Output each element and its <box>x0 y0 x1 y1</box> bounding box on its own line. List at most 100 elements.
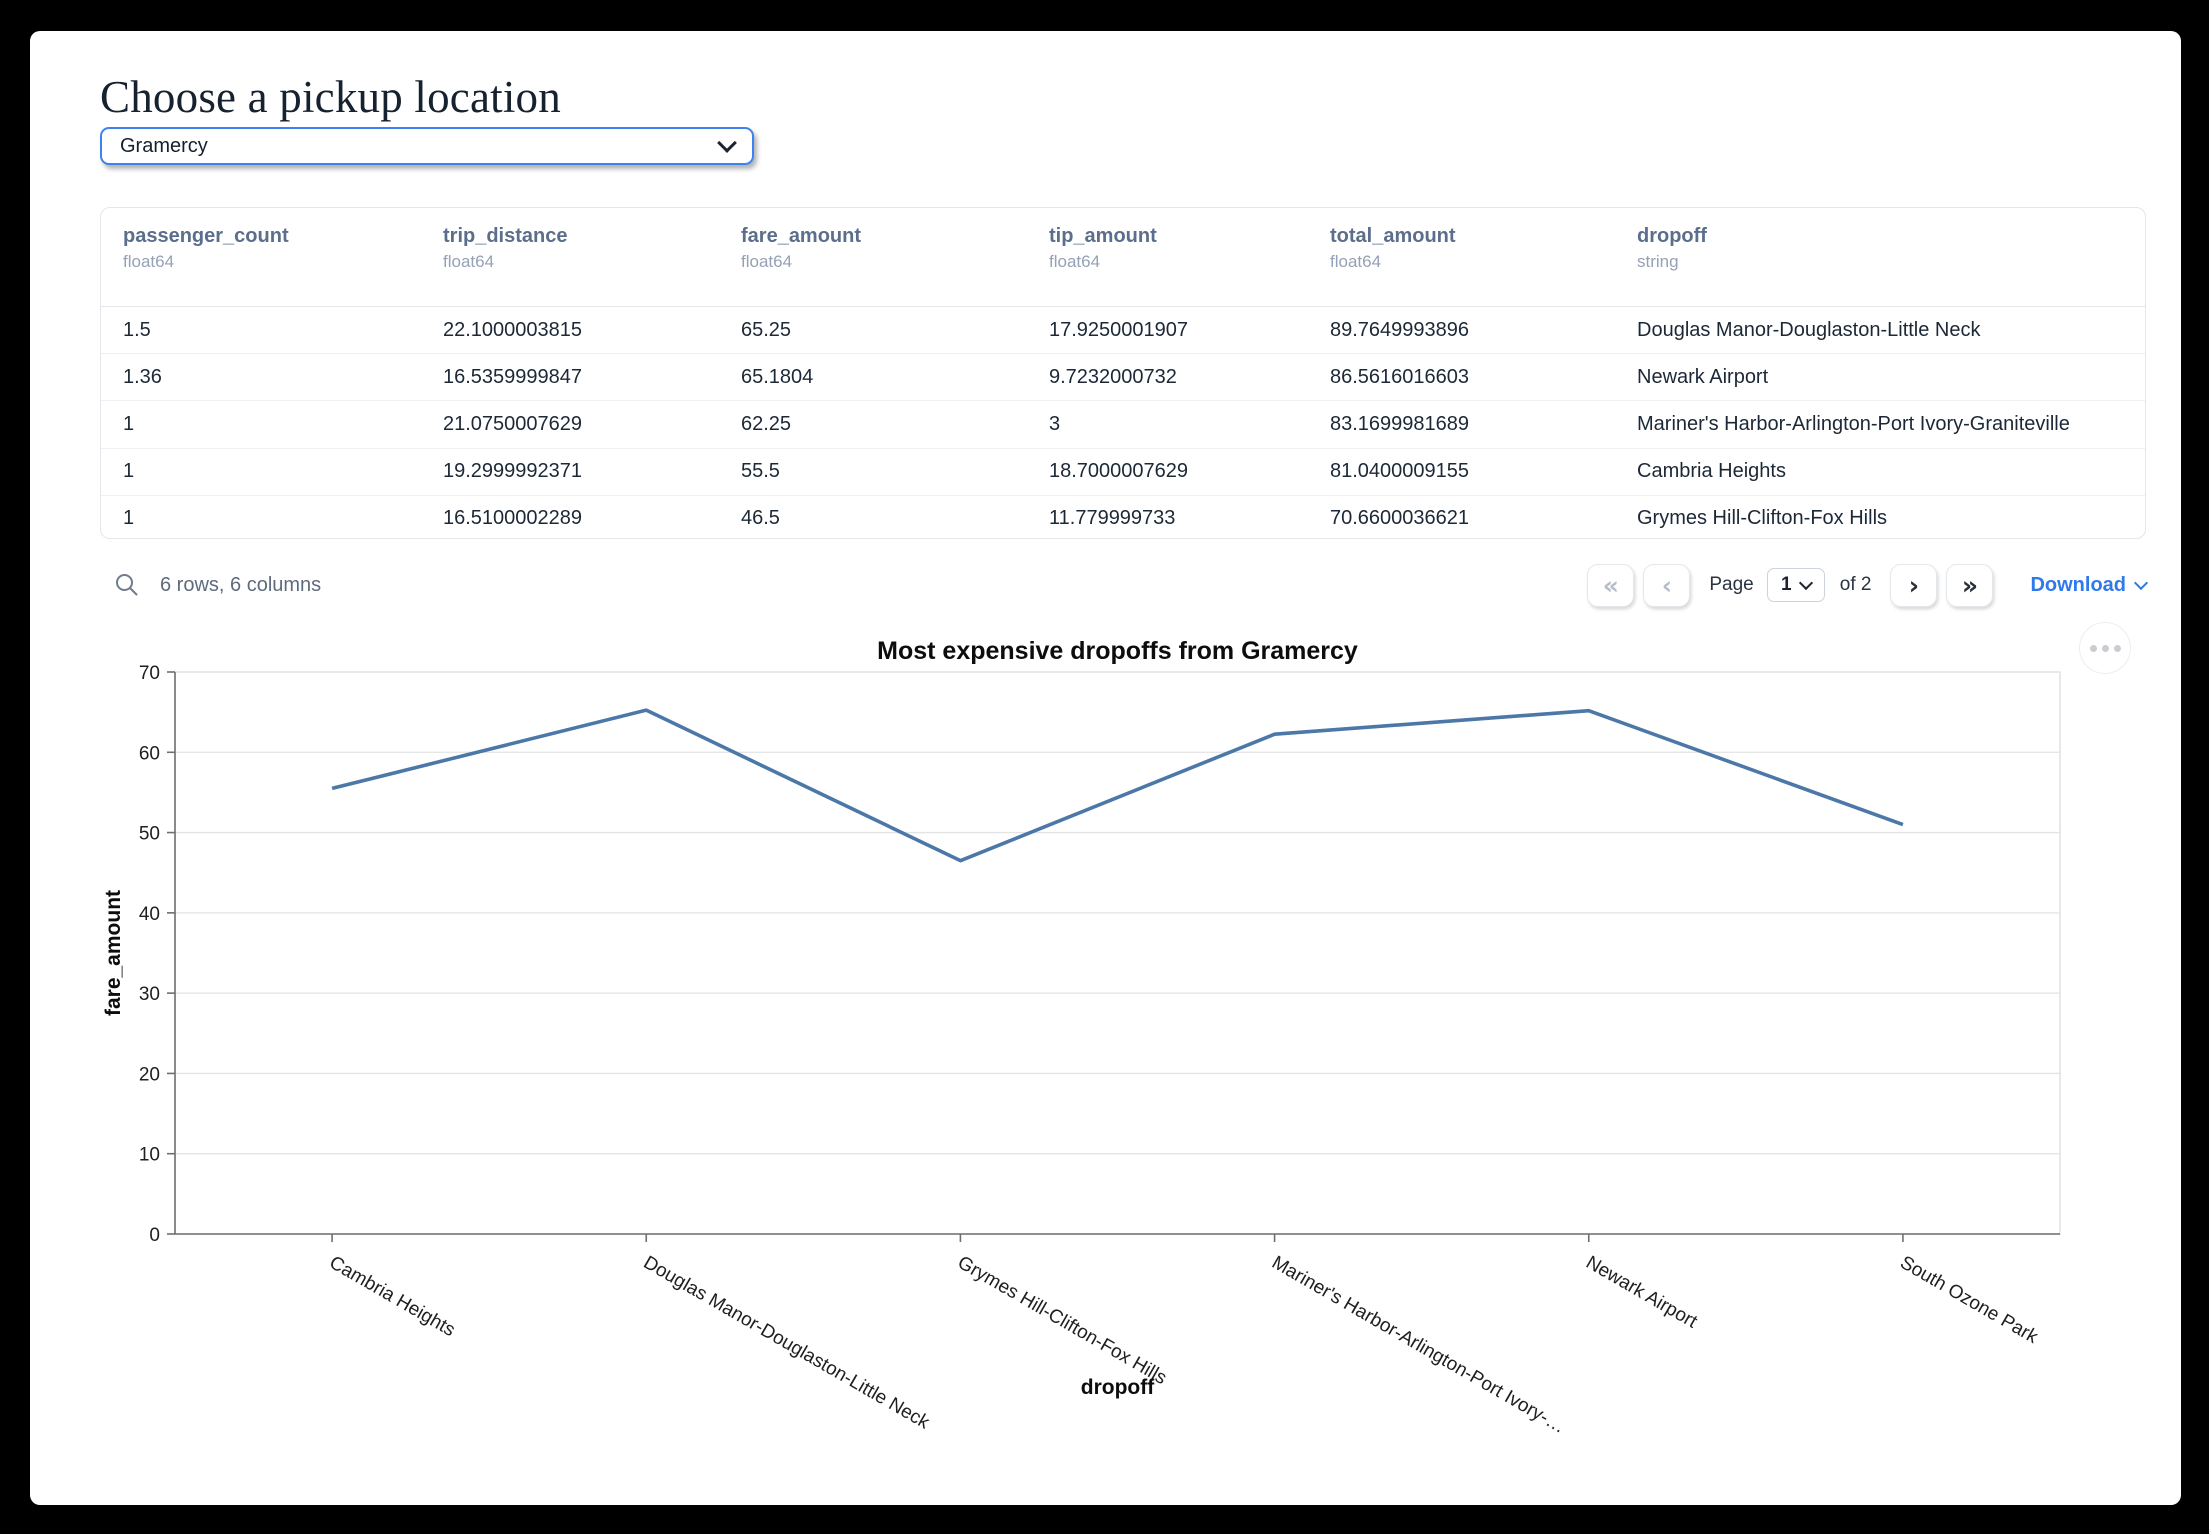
x-tick-label: Mariner's Harbor-Arlington-Port Ivory-… <box>1268 1252 1569 1438</box>
download-button[interactable]: Download <box>2030 573 2149 597</box>
column-dtype: string <box>1637 252 1679 271</box>
table-cell: Cambria Heights <box>1637 460 1786 483</box>
x-axis-title: dropoff <box>1081 1376 1155 1399</box>
table-row[interactable]: 1.36 16.5359999847 65.1804 9.7232000732 86.5… <box>101 354 2145 402</box>
table-row[interactable]: 1 19.2999992371 55.5 18.7000007629 81.040000… <box>101 449 2145 496</box>
y-tick-label: 20 <box>139 1064 160 1085</box>
y-tick-label: 0 <box>149 1225 160 1246</box>
prev-page-icon: ‹ <box>1661 570 1673 600</box>
table-cell: 70.6600036621 <box>1330 507 1470 530</box>
column-header-tip_amount[interactable]: tip_amount float64 <box>1027 225 1308 306</box>
last-page-icon: » <box>1961 570 1979 600</box>
x-tick-label: Newark Airport <box>1582 1252 1701 1333</box>
line-chart-svg: Most expensive dropoffs from Gramercy 0 10… <box>102 637 2061 1438</box>
chevron-down-icon <box>1798 575 1813 591</box>
table-cell: Mariner's Harbor-Arlington-Port Ivory-Gr… <box>1637 412 2070 435</box>
column-header-trip_distance[interactable]: trip_distance float64 <box>421 225 719 306</box>
chevron-down-icon <box>2133 575 2149 590</box>
x-tick-label: Grymes Hill-Clifton-Fox Hills <box>954 1252 1170 1389</box>
table-cell: 17.9250001907 <box>1049 318 1189 341</box>
column-dtype: float64 <box>443 252 495 271</box>
table-cell: 19.2999992371 <box>443 460 583 483</box>
table-cell: 16.5359999847 <box>443 365 583 388</box>
app-page: Choose a pickup location Gramercy passen… <box>30 31 2181 1505</box>
table-footer: 6 rows, 6 columns « ‹ Page 1 of 2 › » Do… <box>100 553 2149 617</box>
column-name: total_amount <box>1330 225 1456 247</box>
table-cell: 89.7649993896 <box>1330 318 1470 341</box>
download-label: Download <box>2030 573 2126 596</box>
column-dtype: float64 <box>1330 252 1382 271</box>
page-label: Page <box>1709 574 1754 595</box>
chart-title: Most expensive dropoffs from Gramercy <box>877 637 1358 665</box>
table-cell: 9.7232000732 <box>1049 365 1177 388</box>
next-page-button[interactable]: › <box>1890 563 1938 607</box>
table-row[interactable]: 1.5 22.1000003815 65.25 17.9250001907 89.764… <box>101 307 2145 355</box>
table-cell: 65.1804 <box>741 365 814 388</box>
ellipsis-icon <box>2113 644 2121 652</box>
column-header-dropoff[interactable]: dropoff string <box>1615 225 2145 306</box>
column-name: fare_amount <box>741 225 862 247</box>
y-axis-title: fare_amount <box>102 890 125 1016</box>
last-page-button[interactable]: » <box>1946 563 1994 607</box>
first-page-icon: « <box>1602 570 1619 600</box>
fare-amount-line-chart: Most expensive dropoffs from Gramercy 0 10… <box>30 623 2181 1505</box>
x-axis: Cambria Heights Douglas Manor-Douglaston-… <box>175 1233 2060 1438</box>
table-row[interactable]: 1 21.0750007629 62.25 3 83.1699981689 Mariner… <box>101 401 2145 449</box>
table-cell: 46.5 <box>741 507 780 530</box>
table-cell: 81.0400009155 <box>1330 460 1470 483</box>
next-page-icon: › <box>1908 570 1920 600</box>
column-dtype: float64 <box>741 252 793 271</box>
table-cell: 1 <box>123 412 135 435</box>
table-row[interactable]: 1 16.5100002289 46.5 11.779999733 70.6600036… <box>101 496 2145 538</box>
table-cell: 55.5 <box>741 460 780 483</box>
x-tick-label: Cambria Heights <box>326 1252 459 1341</box>
table-cell: 86.5616016603 <box>1330 365 1470 388</box>
column-header-fare_amount[interactable]: fare_amount float64 <box>719 225 1027 306</box>
table-cell: 1 <box>123 460 135 483</box>
table-cell: Grymes Hill-Clifton-Fox Hills <box>1637 507 1888 530</box>
table-cell: 18.7000007629 <box>1049 460 1189 483</box>
table-cell: 16.5100002289 <box>443 507 583 530</box>
y-tick-label: 60 <box>139 743 160 764</box>
prev-page-button[interactable]: ‹ <box>1643 563 1691 607</box>
column-name: tip_amount <box>1049 225 1157 247</box>
row-count-summary: 6 rows, 6 columns <box>160 573 322 596</box>
table-cell: 22.1000003815 <box>443 318 583 341</box>
table-cell: 11.779999733 <box>1049 507 1176 530</box>
table-cell: 1 <box>123 507 135 530</box>
pickup-location-select[interactable]: Gramercy <box>100 127 754 165</box>
column-dtype: float64 <box>123 252 175 271</box>
table-cell: 62.25 <box>741 412 792 435</box>
column-name: dropoff <box>1637 225 1707 247</box>
page-number-value: 1 <box>1780 574 1792 595</box>
pickup-location-value: Gramercy <box>120 134 208 157</box>
column-dtype: float64 <box>1049 252 1101 271</box>
y-tick-label: 40 <box>139 904 160 925</box>
table-cell: 83.1699981689 <box>1330 412 1470 435</box>
line-series[interactable] <box>331 708 1904 863</box>
y-tick-label: 10 <box>139 1145 160 1166</box>
table-cell: 1.36 <box>123 365 162 388</box>
page-number-select[interactable]: 1 <box>1766 568 1825 602</box>
x-tick-label: Douglas Manor-Douglaston-Little Neck <box>640 1252 934 1434</box>
table-cell: 3 <box>1049 412 1061 435</box>
column-header-passenger_count[interactable]: passenger_count float64 <box>101 225 421 306</box>
x-tick-label: South Ozone Park <box>1896 1252 2041 1348</box>
page-title: Choose a pickup location <box>100 72 561 122</box>
chevron-down-icon <box>717 133 737 153</box>
ellipsis-icon <box>2089 644 2097 652</box>
table-cell: Newark Airport <box>1637 365 1769 388</box>
column-header-total_amount[interactable]: total_amount float64 <box>1308 225 1615 306</box>
chart-menu-button[interactable] <box>2079 622 2131 674</box>
y-tick-label: 70 <box>139 663 160 684</box>
y-axis: 0 10 20 30 40 50 60 70 fare_amount <box>102 663 176 1246</box>
column-name: trip_distance <box>443 225 568 247</box>
page-of-label: of 2 <box>1839 574 1872 595</box>
y-tick-label: 50 <box>139 824 160 845</box>
search-icon[interactable] <box>114 572 140 598</box>
ellipsis-icon <box>2101 644 2109 652</box>
table-body: 1.5 22.1000003815 65.25 17.9250001907 89.764… <box>101 307 2145 538</box>
first-page-button[interactable]: « <box>1587 563 1635 607</box>
